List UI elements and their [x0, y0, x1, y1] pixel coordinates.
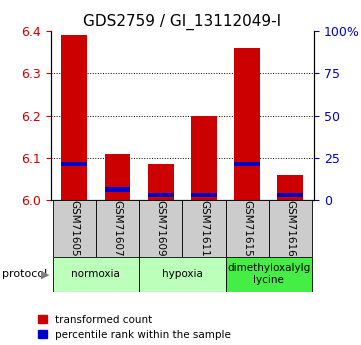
Bar: [191, 193, 217, 197]
Legend: transformed count, percentile rank within the sample: transformed count, percentile rank withi…: [38, 315, 231, 340]
Text: GSM71616: GSM71616: [285, 200, 295, 257]
Text: protocol: protocol: [2, 269, 47, 279]
Bar: [61, 35, 87, 200]
Bar: [234, 162, 260, 166]
Bar: [277, 193, 303, 197]
Bar: [226, 257, 312, 292]
Bar: [105, 187, 130, 191]
Bar: [105, 154, 130, 200]
Bar: [148, 193, 174, 197]
Bar: [53, 257, 139, 292]
Bar: [182, 200, 226, 257]
Text: GSM71605: GSM71605: [69, 200, 79, 257]
Bar: [61, 162, 87, 166]
Title: GDS2759 / GI_13112049-I: GDS2759 / GI_13112049-I: [83, 13, 281, 30]
Text: GSM71611: GSM71611: [199, 200, 209, 257]
Text: GSM71607: GSM71607: [113, 200, 122, 257]
Text: ▶: ▶: [41, 269, 49, 279]
Bar: [269, 200, 312, 257]
Bar: [277, 175, 303, 200]
Bar: [96, 200, 139, 257]
Bar: [226, 200, 269, 257]
Bar: [148, 164, 174, 200]
Bar: [139, 200, 182, 257]
Text: hypoxia: hypoxia: [162, 269, 203, 279]
Text: normoxia: normoxia: [71, 269, 120, 279]
Text: GSM71615: GSM71615: [242, 200, 252, 257]
Bar: [234, 48, 260, 200]
Text: GSM71609: GSM71609: [156, 200, 166, 257]
Text: dimethyloxalylg
lycine: dimethyloxalylg lycine: [227, 264, 310, 285]
Bar: [53, 200, 96, 257]
Bar: [191, 116, 217, 200]
Bar: [139, 257, 226, 292]
